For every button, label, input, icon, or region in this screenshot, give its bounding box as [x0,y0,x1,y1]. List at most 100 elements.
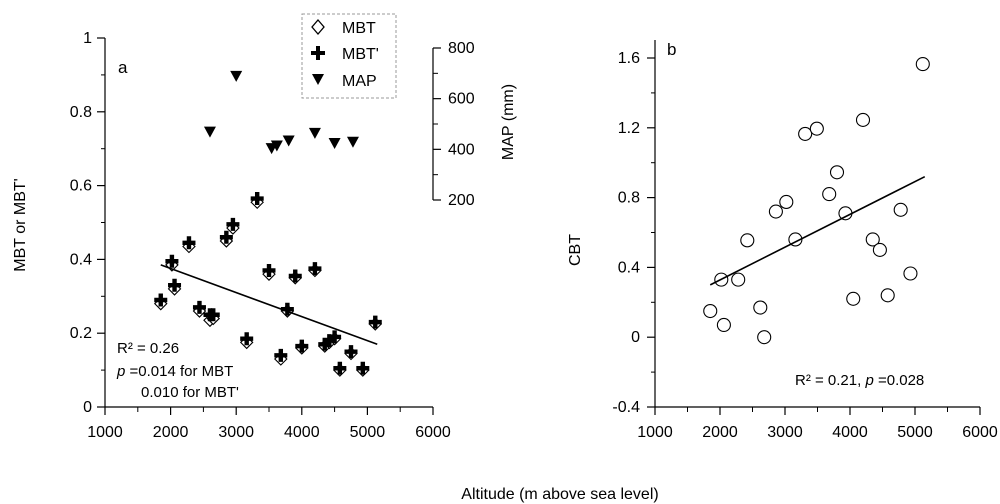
panel-b-p-italic: p [864,372,873,389]
mbt-prime-point [219,230,233,244]
cbt-point [915,57,930,72]
map-point [230,70,243,82]
cbt-point [855,112,871,127]
cbt-point [740,233,755,248]
panel-a-legend: MBT MBT' MAP [301,13,397,99]
legend-label-mbt-prime: MBT' [342,46,379,63]
cbt-point [893,202,908,217]
map-point [308,127,321,139]
mbt-prime-point [318,337,332,351]
panel-a-x-tick-label: 4000 [284,424,320,441]
panel-a-y-tick-label: 0.6 [70,178,92,195]
panel-b-p-rest: =0.028 [874,372,924,389]
panel-b-r2-text: R² = 0.21, [795,372,865,389]
cbt-point [838,206,853,221]
panel-b-stats-annotation: R² = 0.21, p =0.028 [795,372,924,389]
panel-b-y-tick-label: 0 [631,329,640,346]
legend-triangle-down-icon [312,74,324,85]
cbt-point [731,272,746,287]
mbt-prime-point [274,348,288,362]
cbt-point [779,194,794,210]
panel-b-y-axis-label: CBT [567,234,584,266]
mbt-prime-point [226,217,240,231]
panel-b-x-tick-label: 6000 [962,424,998,441]
cbt-point [829,165,845,180]
mbt-prime-point [250,192,264,206]
panel-a-y2-tick-label: 400 [448,141,475,158]
cbt-point [716,317,731,333]
panel-a-axes: 1000 2000 3000 4000 5000 6000 0 0.2 0.4 0.6 0.8 1 20… [70,30,475,441]
cbt-point [846,291,861,306]
panel-b-y-tick-label: 1.2 [618,120,640,137]
panel-a-x-tick-label: 6000 [415,424,451,441]
shared-x-axis-label: Altitude (m above sea level) [461,486,658,503]
legend-box [301,13,397,99]
mbt-prime-point [154,293,168,307]
mbt-prime-point [165,254,179,268]
mbt-prime-point [240,332,254,346]
cbt-point [757,330,772,345]
panel-b-axes: 1000 2000 3000 4000 5000 6000 -0.4 0 0.4 0.8 1.2 1.… [612,40,998,441]
panel-a-points [153,70,383,377]
cbt-point [865,232,880,247]
panel-a-x-tick-label: 2000 [153,424,189,441]
cbt-point [753,300,768,315]
mbt-prime-point [308,262,322,276]
mbt-prime-point [182,236,196,250]
panel-a-y-axis-label: MBT or MBT' [12,178,29,271]
mbt-prime-point [322,334,336,348]
panel-a-p-italic: p [116,363,125,380]
legend-plus-icon [311,46,325,60]
panel-b-points [703,57,930,345]
panel-a-y-tick-label: 0 [83,399,92,416]
cbt-point [822,187,837,202]
panel-b-x-tick-label: 5000 [897,424,933,441]
cbt-point [809,121,824,136]
map-point [282,135,295,147]
cbt-point [872,242,887,257]
panel-b-x-tick-label: 3000 [767,424,803,441]
cbt-point [768,204,783,219]
panel-a-p-annotation-line1: p =0.014 for MBT [116,363,233,380]
panel-b-y-tick-label: 0.4 [618,259,640,276]
cbt-point [903,266,918,281]
panel-b-y-tick-label: 1.6 [618,50,640,67]
panel-a-x-tick-label: 5000 [350,424,386,441]
panel-a-p-line1-rest: =0.014 for MBT [125,363,233,380]
cbt-point [703,303,718,319]
panel-a-r2-annotation: R² = 0.26 [117,340,179,357]
panel-a-y2-tick-label: 600 [448,91,475,108]
panel-a-x-tick-label: 3000 [218,424,254,441]
mbt-prime-point [295,339,309,353]
panel-a-letter: a [118,58,128,77]
panel-b-x-tick-label: 4000 [832,424,868,441]
panel-a: 1000 2000 3000 4000 5000 6000 0 0.2 0.4 0.6 0.8 1 20… [12,13,517,441]
mbt-prime-point [356,361,370,375]
mbt-prime-point [344,345,358,359]
panel-a-trendline [160,264,378,346]
cbt-point [798,126,813,141]
panel-b-x-tick-label: 1000 [637,424,673,441]
panel-a-p-annotation-line2: 0.010 for MBT' [141,384,239,401]
cbt-point [880,288,895,303]
panel-a-y-tick-label: 0.4 [70,251,92,268]
panel-b-x-tick-label: 2000 [702,424,738,441]
panel-b-letter: b [667,40,676,59]
panel-a-y2-tick-label: 800 [448,40,475,57]
panel-a-y-tick-label: 0.2 [70,325,92,342]
mbt-prime-point [168,278,182,292]
mbt-prime-point [328,330,342,344]
mbt-prime-point [280,302,294,316]
map-point [270,140,283,152]
panel-b-y-tick-label: -0.4 [612,399,640,416]
panel-b: 1000 2000 3000 4000 5000 6000 -0.4 0 0.4 0.8 1.2 1.… [567,40,998,441]
legend-label-mbt: MBT [342,20,376,37]
panel-a-y2-tick-label: 200 [448,192,475,209]
panel-a-x-tick-label: 1000 [87,424,123,441]
legend-diamond-icon [311,19,325,35]
map-point [328,138,341,149]
panel-a-y-tick-label: 1 [83,30,92,47]
mbt-prime-point [333,361,347,375]
map-point [346,136,359,148]
panel-a-y2-axis-label: MAP (mm) [500,84,517,160]
